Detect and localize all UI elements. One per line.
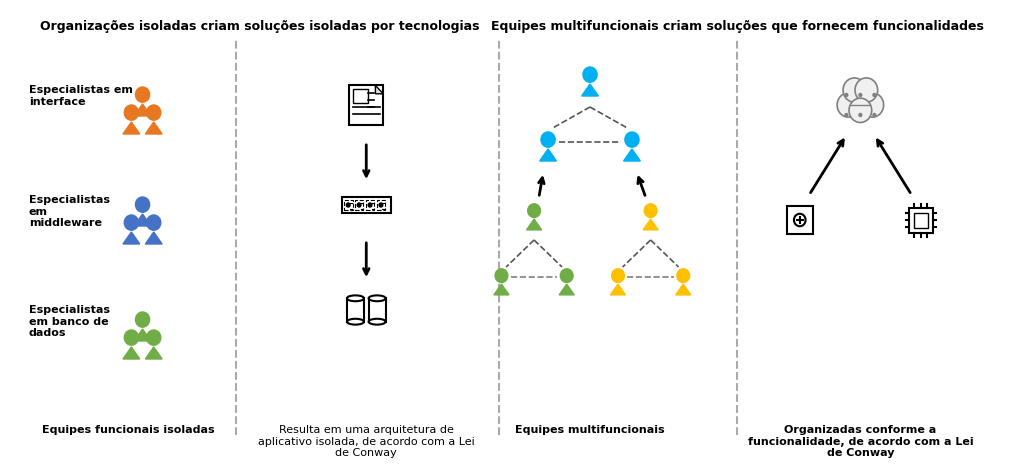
Circle shape <box>845 94 848 96</box>
FancyBboxPatch shape <box>349 86 383 125</box>
Ellipse shape <box>347 319 364 325</box>
Circle shape <box>677 269 689 282</box>
Circle shape <box>369 203 372 207</box>
FancyBboxPatch shape <box>355 200 364 211</box>
Circle shape <box>861 93 884 117</box>
Circle shape <box>855 78 878 102</box>
Circle shape <box>837 93 860 117</box>
Polygon shape <box>643 219 658 230</box>
Polygon shape <box>145 347 162 359</box>
Circle shape <box>644 204 657 218</box>
Circle shape <box>560 269 573 282</box>
Circle shape <box>527 204 541 218</box>
FancyBboxPatch shape <box>344 200 352 211</box>
Circle shape <box>872 94 876 96</box>
Circle shape <box>379 203 383 207</box>
FancyBboxPatch shape <box>367 200 375 211</box>
FancyBboxPatch shape <box>369 298 386 321</box>
Polygon shape <box>123 232 139 244</box>
Polygon shape <box>559 284 574 295</box>
Polygon shape <box>610 284 626 295</box>
FancyBboxPatch shape <box>787 206 813 234</box>
Text: Equipes multifuncionais criam soluções que fornecem funcionalidades: Equipes multifuncionais criam soluções q… <box>490 20 984 33</box>
Polygon shape <box>123 122 139 134</box>
Text: Organizadas conforme a
funcionalidade, de acordo com a Lei
de Conway: Organizadas conforme a funcionalidade, d… <box>748 425 973 458</box>
FancyBboxPatch shape <box>347 298 364 321</box>
Circle shape <box>541 132 555 147</box>
Circle shape <box>794 214 806 226</box>
Polygon shape <box>123 347 139 359</box>
Circle shape <box>146 330 161 345</box>
Polygon shape <box>134 214 151 226</box>
Circle shape <box>135 197 150 212</box>
Circle shape <box>124 215 138 230</box>
Polygon shape <box>145 122 162 134</box>
Polygon shape <box>134 329 151 341</box>
FancyBboxPatch shape <box>909 207 933 233</box>
FancyBboxPatch shape <box>377 200 385 211</box>
Polygon shape <box>676 284 691 295</box>
Text: Organizações isoladas criam soluções isoladas por tecnologias: Organizações isoladas criam soluções iso… <box>40 20 480 33</box>
Ellipse shape <box>369 319 386 325</box>
Circle shape <box>135 312 150 327</box>
Circle shape <box>124 105 138 120</box>
Text: Especialistas
em
middleware: Especialistas em middleware <box>29 195 110 228</box>
Circle shape <box>625 132 639 147</box>
FancyBboxPatch shape <box>342 196 391 213</box>
Text: Equipes multifuncionais: Equipes multifuncionais <box>515 425 665 435</box>
Text: Equipes funcionais isoladas: Equipes funcionais isoladas <box>42 425 215 435</box>
Polygon shape <box>134 104 151 116</box>
Polygon shape <box>582 84 598 96</box>
Circle shape <box>849 87 871 112</box>
Text: Resulta em uma arquitetura de
aplicativo isolada, de acordo com a Lei
de Conway: Resulta em uma arquitetura de aplicativo… <box>258 425 475 458</box>
Circle shape <box>845 113 848 117</box>
Polygon shape <box>376 86 383 94</box>
Ellipse shape <box>347 295 364 301</box>
Circle shape <box>146 105 161 120</box>
Polygon shape <box>624 149 640 161</box>
Circle shape <box>849 98 871 123</box>
FancyBboxPatch shape <box>353 89 369 103</box>
Polygon shape <box>540 149 556 161</box>
Circle shape <box>843 78 865 102</box>
Ellipse shape <box>369 295 386 301</box>
Circle shape <box>872 113 876 117</box>
FancyBboxPatch shape <box>914 212 928 227</box>
Circle shape <box>146 215 161 230</box>
Polygon shape <box>145 232 162 244</box>
Circle shape <box>611 269 625 282</box>
Text: Especialistas
em banco de
dados: Especialistas em banco de dados <box>29 305 110 338</box>
Text: Especialistas em
interface: Especialistas em interface <box>29 85 133 107</box>
Circle shape <box>346 203 350 207</box>
Circle shape <box>583 67 597 82</box>
Circle shape <box>357 203 361 207</box>
Circle shape <box>859 113 862 117</box>
Polygon shape <box>494 284 509 295</box>
Polygon shape <box>526 219 542 230</box>
Circle shape <box>135 87 150 102</box>
Circle shape <box>859 94 862 96</box>
Circle shape <box>495 269 508 282</box>
Circle shape <box>124 330 138 345</box>
